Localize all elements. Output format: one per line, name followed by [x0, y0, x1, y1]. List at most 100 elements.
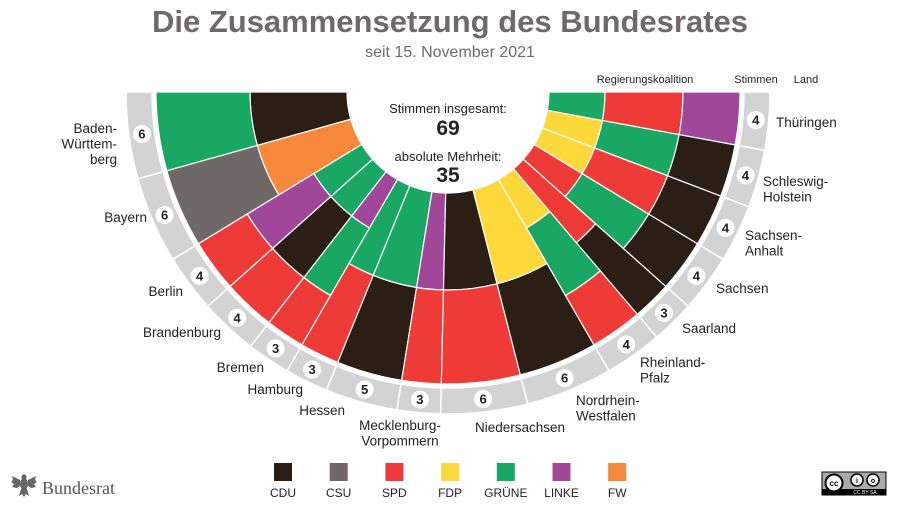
state-label: Bayern — [104, 210, 147, 225]
votes-value: 4 — [233, 310, 241, 325]
svg-text:o: o — [871, 478, 875, 485]
legend-label: CDU — [270, 486, 296, 500]
state-label: Württem- — [62, 137, 118, 152]
legend-label: GRÜNE — [484, 486, 527, 500]
votes-badge — [228, 308, 247, 327]
votes-value: 5 — [361, 382, 368, 397]
legend-item-spd: SPD — [382, 463, 407, 500]
state-label: Saarland — [682, 321, 736, 336]
chart-title: Die Zusammensetzung des Bundesrates — [152, 4, 748, 39]
votes-value: 3 — [272, 341, 279, 356]
legend-label: FW — [608, 486, 627, 500]
legend-item-cdu: CDU — [270, 463, 296, 500]
votes-badge — [716, 218, 735, 237]
header-votes: Stimmen — [734, 74, 777, 86]
votes-value: 6 — [161, 208, 168, 223]
state-label: Niedersachsen — [475, 420, 565, 435]
state-sector: 4 — [171, 143, 374, 308]
state-label: Thüringen — [776, 115, 837, 130]
svg-text:i: i — [856, 478, 858, 485]
state-sector: 4 — [522, 143, 725, 308]
state-label: berg — [90, 152, 117, 167]
votes-badge — [266, 339, 285, 358]
header-coalition: Regierungskoalition — [597, 74, 694, 86]
legend-swatch — [496, 463, 515, 481]
votes-value: 4 — [196, 268, 204, 283]
legend-swatch — [329, 463, 348, 481]
coalition-band-linke — [678, 91, 741, 146]
state-label: Schleswig- — [763, 174, 828, 189]
votes-value: 4 — [693, 268, 701, 283]
state-sectors: 6 6 4 4 3 35 3 6 6 4 3 4 4 4 4 — [125, 91, 771, 415]
legend-item-csu: CSU — [326, 463, 351, 500]
state-sector: 4 — [497, 168, 658, 372]
legend-label: SPD — [382, 486, 407, 500]
legend-item-fdp: FDP — [438, 463, 462, 500]
votes-value: 4 — [752, 113, 760, 128]
state-label: Vorpommern — [361, 434, 438, 449]
votes-badge — [190, 266, 209, 285]
legend: CDU CSU SPD FDP GRÜNE LINKE FW — [270, 463, 627, 500]
legend-label: LINKE — [544, 486, 579, 500]
state-label: Holstein — [763, 190, 812, 205]
votes-value: 4 — [742, 168, 750, 183]
legend-item-linke: LINKE — [544, 463, 579, 500]
state-sector: 3 — [396, 191, 447, 415]
votes-value: 6 — [138, 127, 145, 142]
total-label: Stimmen insgesamt: — [389, 101, 507, 116]
chart-subtitle: seit 15. November 2021 — [365, 44, 535, 61]
votes-value: 3 — [416, 392, 423, 407]
state-label: Sachsen- — [745, 228, 802, 243]
votes-badge — [617, 335, 636, 354]
state-sector: 4 — [533, 127, 750, 261]
legend-label: FDP — [438, 486, 462, 500]
legend-item-gruene: GRÜNE — [484, 463, 527, 500]
votes-badge — [555, 369, 574, 388]
state-label: Anhalt — [745, 244, 784, 259]
legend-swatch — [274, 463, 292, 481]
state-sector: 6 — [439, 189, 529, 415]
votes-value: 4 — [722, 220, 730, 235]
state-label: Bremen — [217, 360, 264, 375]
total-value: 69 — [436, 117, 459, 140]
state-sector: 3 — [512, 158, 690, 339]
state-label: Nordrhein- — [576, 393, 640, 408]
logo-text: Bundesrat — [42, 478, 115, 498]
license-text: CC BY SA — [853, 490, 877, 496]
state-label: Westfalen — [576, 409, 636, 424]
state-label: Mecklenburg- — [359, 418, 441, 433]
svg-text:cc: cc — [830, 479, 839, 488]
state-label: Sachsen — [716, 281, 769, 296]
state-label: Hessen — [299, 403, 345, 418]
legend-swatch — [552, 463, 571, 481]
votes-badge — [687, 266, 706, 285]
votes-value: 6 — [561, 371, 568, 386]
header-state: Land — [794, 74, 818, 86]
state-sector: 6 — [125, 91, 352, 180]
votes-value: 6 — [479, 392, 486, 407]
state-label: Hamburg — [247, 382, 303, 397]
votes-badge — [474, 390, 493, 409]
legend-swatch — [608, 463, 627, 481]
bundesrat-logo: Bundesrat — [11, 474, 115, 498]
votes-badge — [155, 206, 174, 225]
state-sector: 3 — [249, 170, 399, 372]
state-labels: Baden-Württem-berg Bayern Berlin Brandenbur… — [62, 115, 837, 449]
legend-swatch — [441, 463, 460, 481]
state-label: Berlin — [148, 284, 183, 299]
majority-label: absolute Mehrheit: — [395, 149, 502, 164]
legend-item-fw: FW — [608, 463, 627, 500]
state-label: Baden- — [73, 121, 117, 136]
votes-value: 4 — [623, 337, 631, 352]
majority-value: 35 — [436, 164, 460, 187]
state-label: Brandenburg — [143, 325, 221, 340]
state-sector: 4 — [546, 91, 771, 152]
state-sector: 4 — [206, 158, 387, 348]
votes-badge — [654, 303, 673, 322]
votes-badge — [746, 111, 765, 130]
votes-badge — [410, 390, 429, 409]
state-label: Pfalz — [640, 371, 670, 386]
votes-badge — [132, 125, 151, 144]
votes-value: 3 — [660, 305, 667, 320]
